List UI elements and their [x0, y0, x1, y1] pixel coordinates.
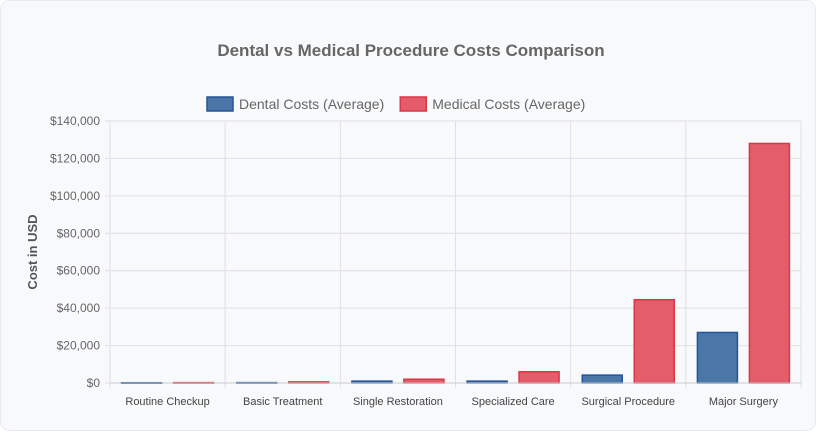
- legend-item-medical[interactable]: Medical Costs (Average): [399, 96, 585, 112]
- x-tick-label: Specialized Care: [472, 396, 555, 408]
- x-tick-label: Surgical Procedure: [581, 396, 675, 408]
- bar-dental[interactable]: [581, 374, 623, 384]
- bar-dental[interactable]: [696, 331, 739, 384]
- legend: Dental Costs (Average) Medical Costs (Ave…: [206, 96, 585, 112]
- bars: [120, 142, 791, 384]
- x-tick-label: Basic Treatment: [243, 396, 322, 408]
- y-tick-label: $120,000: [50, 151, 100, 165]
- legend-swatch: [206, 96, 234, 112]
- bar-medical[interactable]: [518, 371, 560, 384]
- y-axis-label: Cost in USD: [25, 214, 40, 289]
- legend-label: Dental Costs (Average): [239, 96, 384, 112]
- x-tick-label: Routine Checkup: [125, 396, 209, 408]
- x-tick-label: Single Restoration: [353, 396, 443, 408]
- chart-card: Dental vs Medical Procedure Costs Compar…: [0, 0, 816, 431]
- x-tick-label: Major Surgery: [709, 396, 779, 408]
- y-tick-label: $100,000: [50, 189, 100, 203]
- bar-medical[interactable]: [403, 378, 445, 384]
- y-tick-label: $60,000: [57, 264, 101, 278]
- bar-medical[interactable]: [633, 298, 675, 384]
- y-tick-label: $0: [87, 376, 101, 390]
- y-tick-label: $80,000: [57, 226, 101, 240]
- grid: [105, 120, 802, 388]
- legend-swatch: [399, 96, 427, 112]
- y-tick-label: $40,000: [57, 301, 101, 315]
- legend-label: Medical Costs (Average): [432, 96, 585, 112]
- chart-title: Dental vs Medical Procedure Costs Compar…: [217, 41, 604, 60]
- bar-medical[interactable]: [748, 142, 791, 384]
- y-tick-label: $140,000: [50, 114, 100, 128]
- y-tick-label: $20,000: [57, 339, 101, 353]
- legend-item-dental[interactable]: Dental Costs (Average): [206, 96, 384, 112]
- axes: $0 $20,000 $40,000 $60,000 $80,000 $100,000 $1…: [50, 114, 801, 408]
